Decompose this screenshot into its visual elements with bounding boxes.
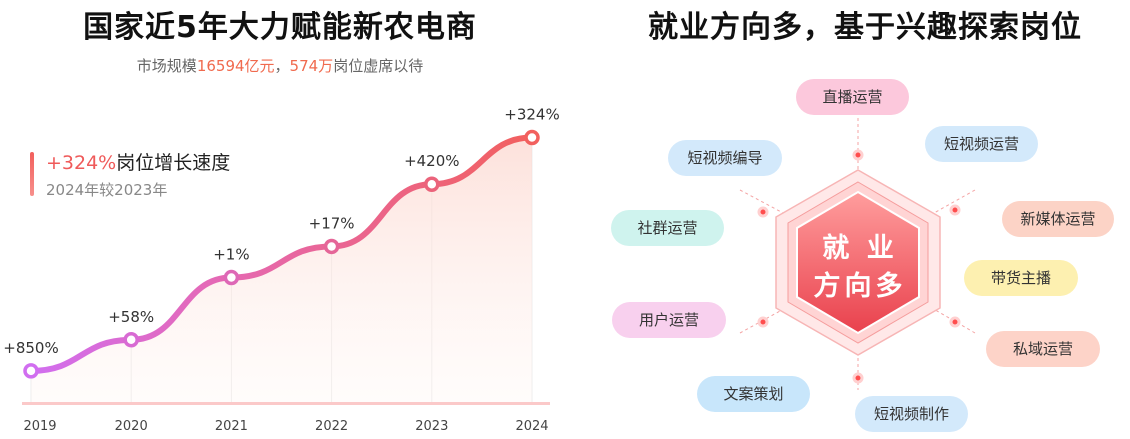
data-label-2020: +58% xyxy=(108,308,154,326)
data-point-2019 xyxy=(23,363,39,379)
legend-sub: 2024年较2023年 xyxy=(46,181,168,199)
legend-text: 岗位增长速度 xyxy=(116,152,231,174)
growth-line-chart: +850% 2019 +58% 2020 +1% 2021 +17% 2022 +420% 202… xyxy=(3,106,559,434)
role-pill-copywriting: 文案策划 xyxy=(697,376,810,412)
legend-main: +324%岗位增长速度 xyxy=(46,148,230,175)
market-subtitle: 市场规模16594亿元，574万岗位虚席以待 xyxy=(0,55,560,76)
data-point-2022 xyxy=(323,238,340,255)
market-size-value: 16594亿元 xyxy=(196,57,275,75)
subtitle-prefix: 市场规模 xyxy=(136,57,197,75)
data-label-2021: +1% xyxy=(213,246,249,264)
right-title: 就业方向多，基于兴趣探索岗位 xyxy=(648,10,1082,45)
data-point-2020 xyxy=(123,332,139,348)
x-tick-2021: 2021 xyxy=(215,419,248,434)
x-tick-2020: 2020 xyxy=(115,419,148,434)
x-axis-baseline xyxy=(22,402,550,405)
subtitle-separator: ， xyxy=(274,57,290,75)
data-label-2024: +324% xyxy=(504,106,559,124)
x-tick-2024: 2024 xyxy=(515,419,548,434)
role-pill-short-video-ops: 短视频运营 xyxy=(925,126,1038,162)
legend-pct: +324% xyxy=(46,152,117,174)
data-point-2024 xyxy=(524,129,540,146)
role-pill-user-ops: 用户运营 xyxy=(612,302,726,338)
subtitle-suffix: 岗位虚席以待 xyxy=(333,57,424,75)
data-label-2019: +850% xyxy=(3,339,58,357)
data-label-2023: +420% xyxy=(404,152,459,170)
role-pill-private-domain-ops: 私域运营 xyxy=(986,331,1100,367)
role-pill-short-video-director: 短视频编导 xyxy=(668,140,782,176)
job-count-value: 574万 xyxy=(289,57,334,75)
x-tick-2023: 2023 xyxy=(415,419,448,434)
center-line-1: 就 业 xyxy=(822,233,898,264)
role-pill-sales-host: 带货主播 xyxy=(964,260,1078,296)
data-label-2022: +17% xyxy=(309,214,355,232)
role-pill-live-ops: 直播运营 xyxy=(796,79,909,115)
hexagon-core xyxy=(796,190,920,335)
legend-bar xyxy=(30,152,34,196)
x-tick-2019: 2019 xyxy=(23,419,56,434)
series-line xyxy=(28,134,535,374)
left-title: 国家近5年大力赋能新农电商 xyxy=(83,10,477,45)
data-point-2021 xyxy=(223,269,240,286)
hexagon-center-label: 就 业 方向多 xyxy=(790,230,930,306)
center-line-2: 方向多 xyxy=(813,271,907,302)
role-pill-short-video-production: 短视频制作 xyxy=(855,396,968,432)
x-tick-2022: 2022 xyxy=(315,419,348,434)
role-pill-community-ops: 社群运营 xyxy=(611,210,724,246)
spoke-dots xyxy=(757,149,961,384)
role-pill-new-media-ops: 新媒体运营 xyxy=(1002,201,1114,237)
data-point-2023 xyxy=(424,176,440,192)
